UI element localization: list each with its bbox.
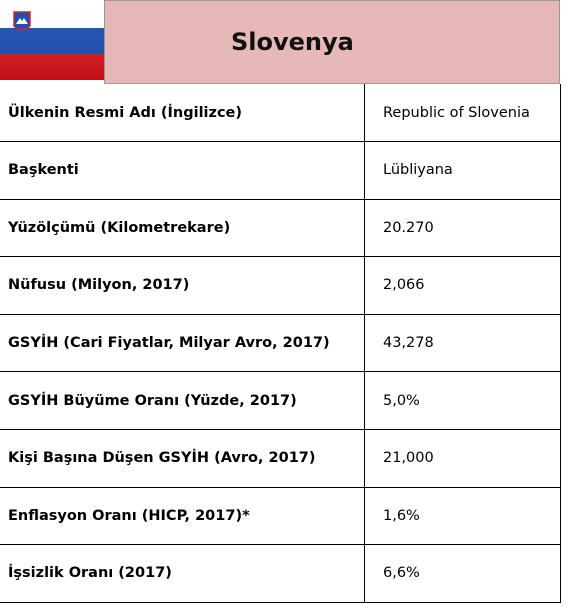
row-label: İşsizlik Oranı (2017): [0, 544, 365, 602]
table-row: İşsizlik Oranı (2017) 6,6%: [0, 544, 561, 603]
table-row: GSYİH (Cari Fiyatlar, Milyar Avro, 2017)…: [0, 314, 561, 373]
table-row: Kişi Başına Düşen GSYİH (Avro, 2017) 21,0…: [0, 429, 561, 488]
table-row: Başkenti Lübliyana: [0, 141, 561, 200]
row-label: Nüfusu (Milyon, 2017): [0, 256, 365, 314]
row-label: Başkenti: [0, 141, 365, 199]
row-value: 1,6%: [365, 487, 561, 545]
row-label: Kişi Başına Düşen GSYİH (Avro, 2017): [0, 429, 365, 487]
row-label: GSYİH Büyüme Oranı (Yüzde, 2017): [0, 372, 365, 429]
row-label: Yüzölçümü (Kilometrekare): [0, 199, 365, 257]
table-row: Yüzölçümü (Kilometrekare) 20.270: [0, 199, 561, 258]
row-value: 21,000: [365, 429, 561, 487]
row-label: Enflasyon Oranı (HICP, 2017)*: [0, 487, 365, 545]
row-label: Ülkenin Resmi Adı (İngilizce): [0, 84, 365, 141]
table-row: Nüfusu (Milyon, 2017) 2,066: [0, 256, 561, 315]
row-value: Republic of Slovenia: [365, 84, 561, 141]
table-row: GSYİH Büyüme Oranı (Yüzde, 2017) 5,0%: [0, 372, 561, 430]
row-value: Lübliyana: [365, 141, 561, 199]
flag: [0, 0, 104, 80]
table-row: Ülkenin Resmi Adı (İngilizce) Republic of…: [0, 84, 561, 142]
row-value: 5,0%: [365, 372, 561, 429]
title: Slovenya: [104, 0, 560, 84]
row-value: 20.270: [365, 199, 561, 257]
row-value: 43,278: [365, 314, 561, 372]
row-value: 6,6%: [365, 544, 561, 602]
table-row: Enflasyon Oranı (HICP, 2017)* 1,6%: [0, 487, 561, 546]
row-value: 2,066: [365, 256, 561, 314]
row-label: GSYİH (Cari Fiyatlar, Milyar Avro, 2017): [0, 314, 365, 372]
